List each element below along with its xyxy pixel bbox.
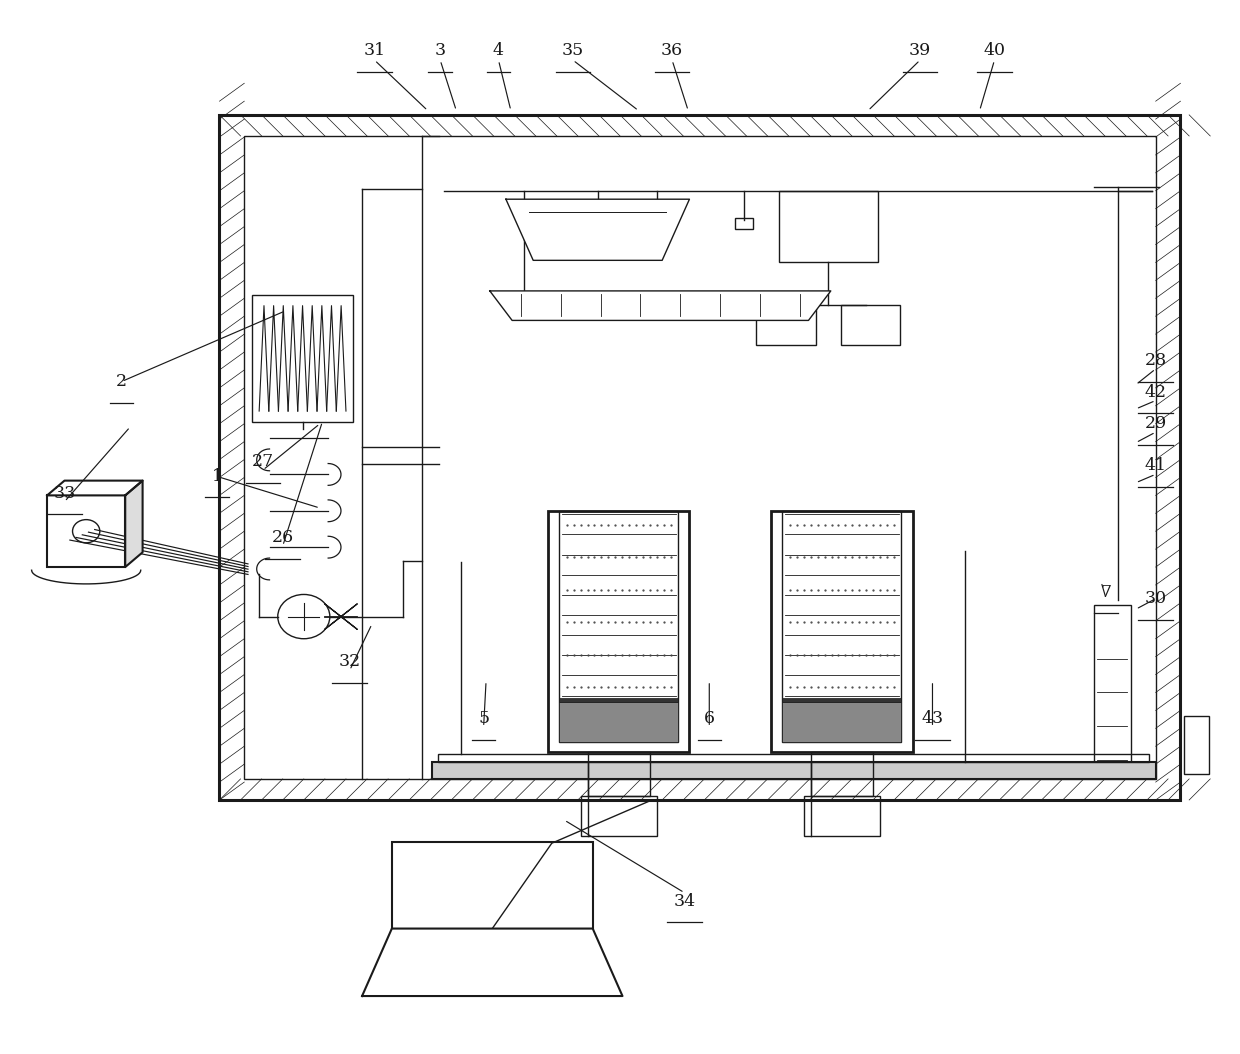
Bar — [779, 191, 878, 262]
Bar — [1094, 605, 1131, 774]
Text: 41: 41 — [1145, 457, 1167, 474]
Bar — [804, 796, 880, 836]
Bar — [756, 305, 816, 345]
Text: 43: 43 — [921, 710, 944, 727]
Bar — [588, 752, 650, 796]
Text: 5: 5 — [479, 710, 489, 727]
Bar — [649, 218, 666, 229]
Bar — [438, 754, 1149, 762]
Text: 31: 31 — [363, 42, 386, 59]
Polygon shape — [125, 481, 143, 567]
Bar — [782, 698, 901, 702]
Text: 28: 28 — [1145, 352, 1167, 369]
Text: 2: 2 — [117, 373, 126, 390]
Bar — [432, 762, 1156, 779]
Bar — [580, 796, 657, 836]
Polygon shape — [362, 929, 622, 996]
Bar — [735, 218, 753, 229]
Text: 32: 32 — [339, 653, 361, 670]
Text: 39: 39 — [909, 42, 931, 59]
Bar — [244, 136, 1156, 779]
Bar — [559, 702, 678, 742]
Bar — [841, 305, 900, 345]
Bar — [782, 702, 901, 742]
Bar — [548, 511, 689, 752]
Bar — [771, 511, 913, 752]
Bar — [811, 752, 873, 796]
Text: 36: 36 — [661, 42, 683, 59]
Text: 42: 42 — [1145, 384, 1167, 401]
Text: 6: 6 — [704, 710, 714, 727]
Bar — [782, 511, 901, 742]
Text: 27: 27 — [252, 453, 274, 470]
Text: 35: 35 — [562, 42, 584, 59]
Bar — [219, 115, 1180, 800]
Text: 1: 1 — [212, 468, 222, 485]
Text: 3: 3 — [435, 42, 445, 59]
Text: 26: 26 — [272, 529, 294, 546]
Polygon shape — [490, 291, 831, 320]
Bar — [47, 495, 125, 567]
Text: 34: 34 — [673, 893, 696, 910]
Polygon shape — [506, 199, 689, 260]
Text: 4: 4 — [494, 42, 503, 59]
Bar — [392, 842, 593, 929]
Bar — [252, 295, 353, 422]
Bar — [559, 511, 678, 742]
Text: 7: 7 — [1101, 584, 1111, 601]
Text: 30: 30 — [1145, 590, 1167, 607]
Text: 29: 29 — [1145, 415, 1167, 432]
Text: 33: 33 — [53, 485, 76, 502]
Polygon shape — [47, 481, 143, 495]
Bar — [1184, 716, 1209, 774]
Bar — [559, 698, 678, 702]
Text: 40: 40 — [983, 42, 1006, 59]
